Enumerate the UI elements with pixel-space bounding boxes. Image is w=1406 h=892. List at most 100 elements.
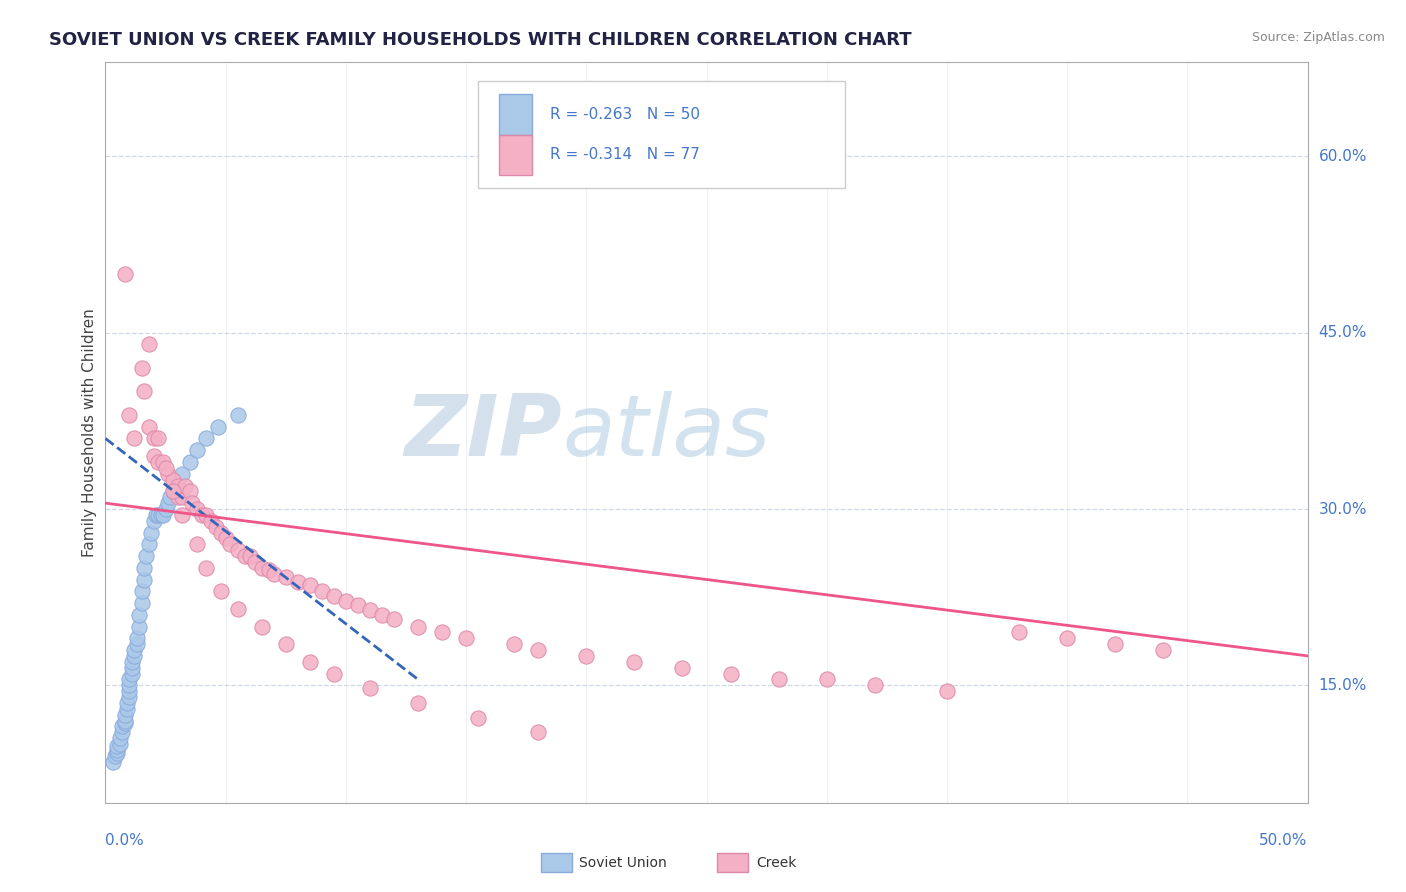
Point [156,496,179,510]
Point [118,678,141,692]
Point [142,432,165,446]
Point [173,478,195,492]
Text: Soviet Union: Soviet Union [579,855,666,870]
Point [200,514,222,528]
Point [274,637,297,651]
Point [108,731,131,746]
Point [186,537,208,551]
Point [347,599,370,613]
Point [172,490,194,504]
Point [148,508,170,522]
Point [186,443,208,458]
Point [214,532,236,546]
Point [121,660,143,674]
Point [142,449,165,463]
Point [322,666,344,681]
Point [114,707,136,722]
Point [172,467,194,481]
Point [298,578,321,592]
Point [114,267,136,281]
Text: 60.0%: 60.0% [1319,149,1367,164]
Point [406,696,429,710]
Point [454,632,477,646]
Point [195,508,218,522]
Point [205,519,228,533]
Point [121,666,143,681]
Point [162,484,184,499]
Point [148,432,170,446]
Point [149,508,172,522]
Point [233,549,256,563]
Point [575,648,598,663]
Point [190,508,212,522]
Point [132,573,155,587]
Text: ZIP: ZIP [405,391,562,475]
Point [250,619,273,633]
Point [118,673,141,687]
Text: R = -0.314   N = 77: R = -0.314 N = 77 [550,147,700,162]
Point [131,596,153,610]
Point [101,755,124,769]
Point [121,655,143,669]
Point [209,525,232,540]
Point [138,537,160,551]
Point [118,408,141,422]
Point [243,555,266,569]
Point [527,643,550,657]
Point [131,361,153,376]
Point [195,561,218,575]
Point [263,566,285,581]
Point [1056,632,1078,646]
Text: 50.0%: 50.0% [1260,833,1308,848]
Y-axis label: Family Households with Children: Family Households with Children [82,309,97,557]
FancyBboxPatch shape [478,81,845,188]
Point [179,455,201,469]
Point [114,715,136,730]
Point [107,747,129,761]
Point [135,549,157,563]
Point [156,467,179,481]
Text: R = -0.263   N = 50: R = -0.263 N = 50 [550,107,700,122]
Point [863,678,886,692]
Point [257,563,280,577]
Point [152,455,174,469]
Point [155,461,177,475]
Text: 30.0%: 30.0% [1319,501,1367,516]
Point [166,478,188,492]
Point [145,508,167,522]
Point [124,432,146,446]
FancyBboxPatch shape [499,135,533,176]
Text: SOVIET UNION VS CREEK FAMILY HOUSEHOLDS WITH CHILDREN CORRELATION CHART: SOVIET UNION VS CREEK FAMILY HOUSEHOLDS … [49,31,912,49]
Text: 0.0%: 0.0% [105,833,145,848]
Point [815,673,838,687]
Text: Creek: Creek [756,855,797,870]
Point [124,648,146,663]
Text: Source: ZipAtlas.com: Source: ZipAtlas.com [1251,31,1385,45]
Point [226,543,249,558]
Point [125,637,148,651]
Point [382,612,405,626]
Point [111,719,134,733]
Point [107,739,129,754]
Point [359,681,381,695]
Point [527,725,550,739]
Text: 15.0%: 15.0% [1319,678,1367,693]
Point [162,473,184,487]
Point [139,525,162,540]
Point [936,684,959,698]
Point [371,607,394,622]
Text: atlas: atlas [562,391,770,475]
Point [142,514,165,528]
Point [172,508,194,522]
Text: 45.0%: 45.0% [1319,326,1367,340]
Point [132,384,155,399]
Point [118,690,141,704]
Point [114,714,136,728]
Point [155,502,177,516]
Point [118,684,141,698]
Point [138,337,160,351]
Point [671,660,693,674]
Point [250,561,273,575]
Point [107,743,129,757]
Point [406,619,429,633]
